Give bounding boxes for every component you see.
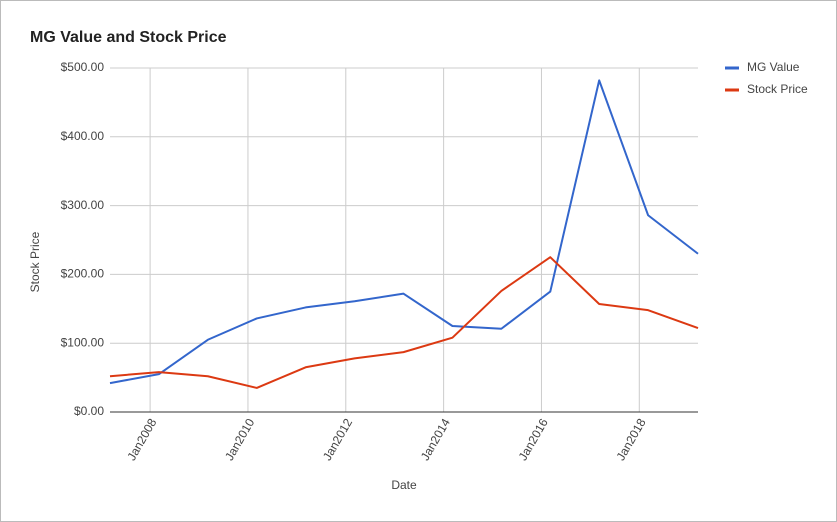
series-line <box>109 256 699 389</box>
y-tick-label: $500.00 <box>61 60 105 74</box>
y-tick-label: $100.00 <box>61 335 105 349</box>
y-tick-label: $200.00 <box>61 267 105 281</box>
legend-label: MG Value <box>747 60 800 74</box>
legend-label: Stock Price <box>747 82 808 96</box>
series-line <box>109 79 699 385</box>
y-tick-label: $300.00 <box>61 198 105 212</box>
y-tick-label: $0.00 <box>74 404 104 418</box>
y-tick-label: $400.00 <box>61 129 105 143</box>
chart-title: MG Value and Stock Price <box>30 29 227 46</box>
x-axis-label: Date <box>391 478 417 492</box>
y-axis-label: Stock Price <box>28 231 42 292</box>
